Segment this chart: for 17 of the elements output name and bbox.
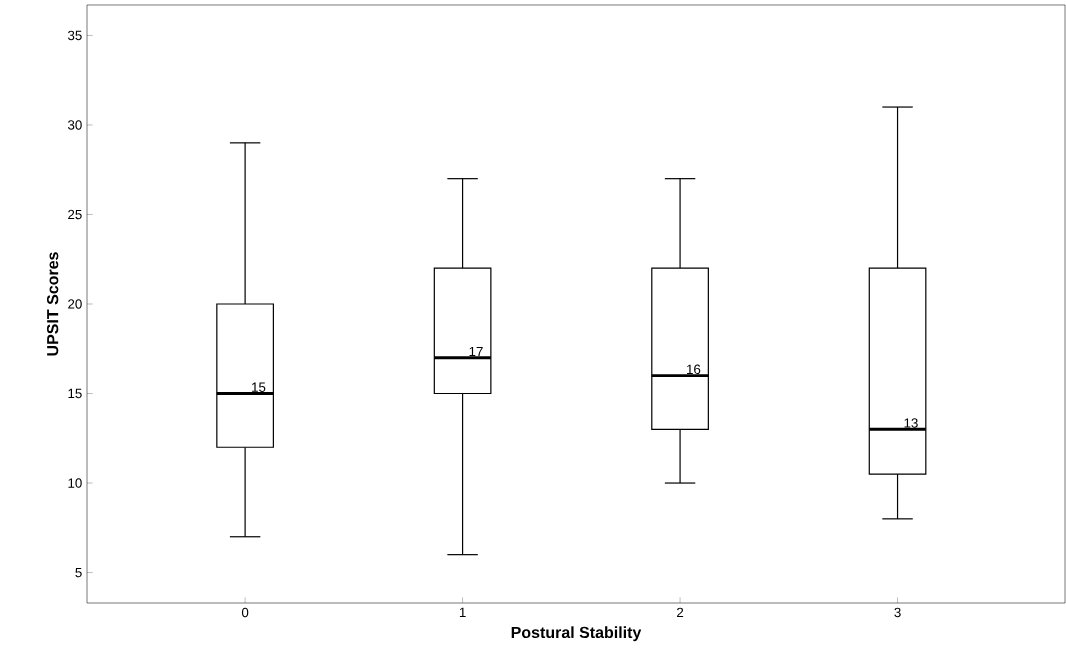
y-tick-label: 35 xyxy=(67,30,82,41)
annotation: 13 xyxy=(904,418,918,428)
x-tick-label: 0 xyxy=(241,607,249,618)
y-tick-label: 15 xyxy=(68,388,82,399)
annotation: 17 xyxy=(469,346,483,357)
y-tick-label: 5 xyxy=(75,567,82,578)
x-tick-label: 3 xyxy=(894,607,901,618)
annotation: 16 xyxy=(687,364,701,375)
y-tick-label: 10 xyxy=(68,478,82,488)
y-tick-label: 20 xyxy=(68,299,82,309)
y-tick-label: 30 xyxy=(67,120,82,130)
y-axis-title: UPSIT Scores xyxy=(46,252,59,356)
x-tick-label: 1 xyxy=(459,607,466,617)
y-tick-label: 25 xyxy=(68,209,82,220)
x-axis-title: Postural Stability xyxy=(511,626,642,642)
x-tick-label: 2 xyxy=(677,607,684,618)
annotation: 15 xyxy=(252,382,266,392)
